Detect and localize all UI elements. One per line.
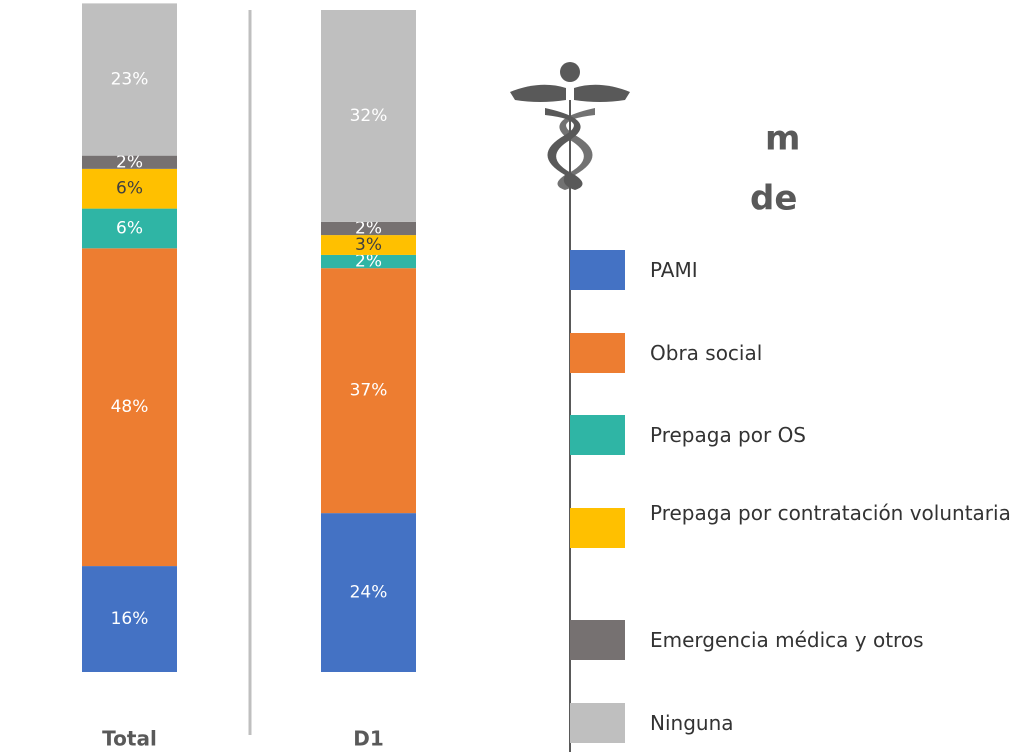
data-label: 16% (111, 609, 149, 629)
data-label: 23% (111, 70, 149, 90)
data-label: 2% (116, 152, 143, 172)
x-tick-label: D1 (353, 727, 384, 751)
legend-label: Emergencia médica y otros (650, 628, 924, 652)
bar-segment (82, 3, 177, 156)
data-label: 6% (116, 179, 143, 199)
legend-swatch (570, 620, 625, 660)
legend-label: Obra social (650, 341, 763, 365)
data-label: 24% (350, 583, 388, 603)
legend-swatch (570, 250, 625, 290)
bar-segment (321, 513, 416, 672)
data-label: 32% (350, 106, 388, 126)
caduceus-icon (510, 62, 630, 190)
title-fragment: de (750, 179, 797, 219)
data-label: 37% (350, 381, 388, 401)
title-fragment: m (765, 119, 800, 159)
bar-segment (82, 248, 177, 567)
x-tick-label: Total (102, 727, 157, 751)
data-label: 48% (111, 397, 149, 417)
legend-swatch (570, 703, 625, 743)
legend-label: Prepaga por OS (650, 423, 807, 447)
legend-label: Prepaga por contratación voluntaria (650, 501, 1011, 525)
data-label: 2% (355, 218, 382, 238)
bar-segment (321, 221, 416, 236)
legend-swatch (570, 333, 625, 373)
bar-segment (321, 235, 416, 255)
bar-segment (82, 566, 177, 672)
legend-label: Ninguna (650, 711, 734, 735)
bar-segment (82, 155, 177, 169)
bar-segment (82, 168, 177, 209)
legend-label: PAMI (650, 258, 698, 282)
data-label: 6% (116, 218, 143, 238)
legend-swatch (570, 508, 625, 548)
bar-segment (321, 268, 416, 514)
legend-swatch (570, 415, 625, 455)
bar-segment (321, 10, 416, 222)
bar-segment (321, 254, 416, 269)
data-label: 3% (355, 235, 382, 255)
data-label: 2% (355, 252, 382, 272)
bar-segment (82, 208, 177, 249)
